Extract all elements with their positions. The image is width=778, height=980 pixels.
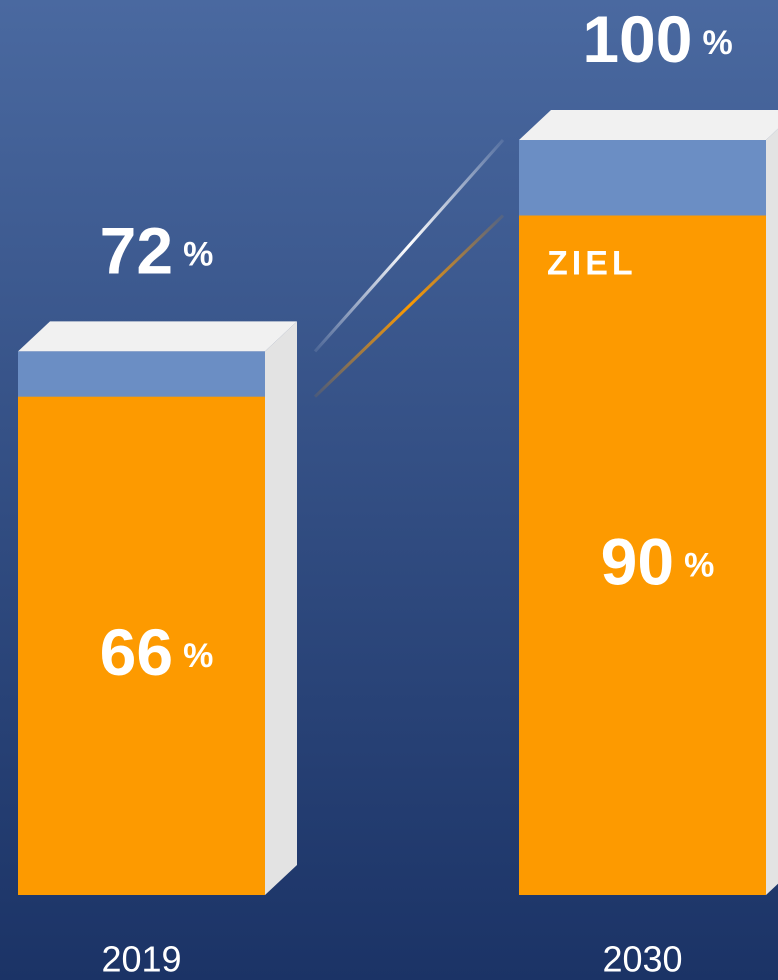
total-label-unit: % (183, 235, 213, 273)
connector-line (313, 139, 505, 353)
bar-side-face (265, 321, 297, 895)
total-label: 72% (100, 214, 214, 288)
segment-label: 66% (100, 615, 214, 689)
segment-label-value: 66 (100, 615, 173, 689)
bar (18, 396, 265, 895)
bar-top-face (519, 110, 778, 140)
bar-top-face (18, 321, 297, 352)
segment-label-unit: % (684, 546, 714, 584)
connector-line (313, 214, 505, 398)
total-label-value: 72 (100, 214, 173, 288)
x-tick-label: 2019 (101, 939, 181, 980)
bar (519, 215, 766, 895)
segment-label: 90% (601, 525, 715, 599)
segment-label-value: 90 (601, 525, 674, 599)
bar-side-face (766, 128, 778, 895)
total-label-unit: % (702, 24, 732, 62)
total-label: 100% (582, 2, 732, 76)
x-tick-label: 2030 (602, 939, 682, 980)
total-label-value: 100 (582, 2, 692, 76)
segment-label-unit: % (183, 637, 213, 675)
annotation: ZIEL (547, 244, 637, 282)
